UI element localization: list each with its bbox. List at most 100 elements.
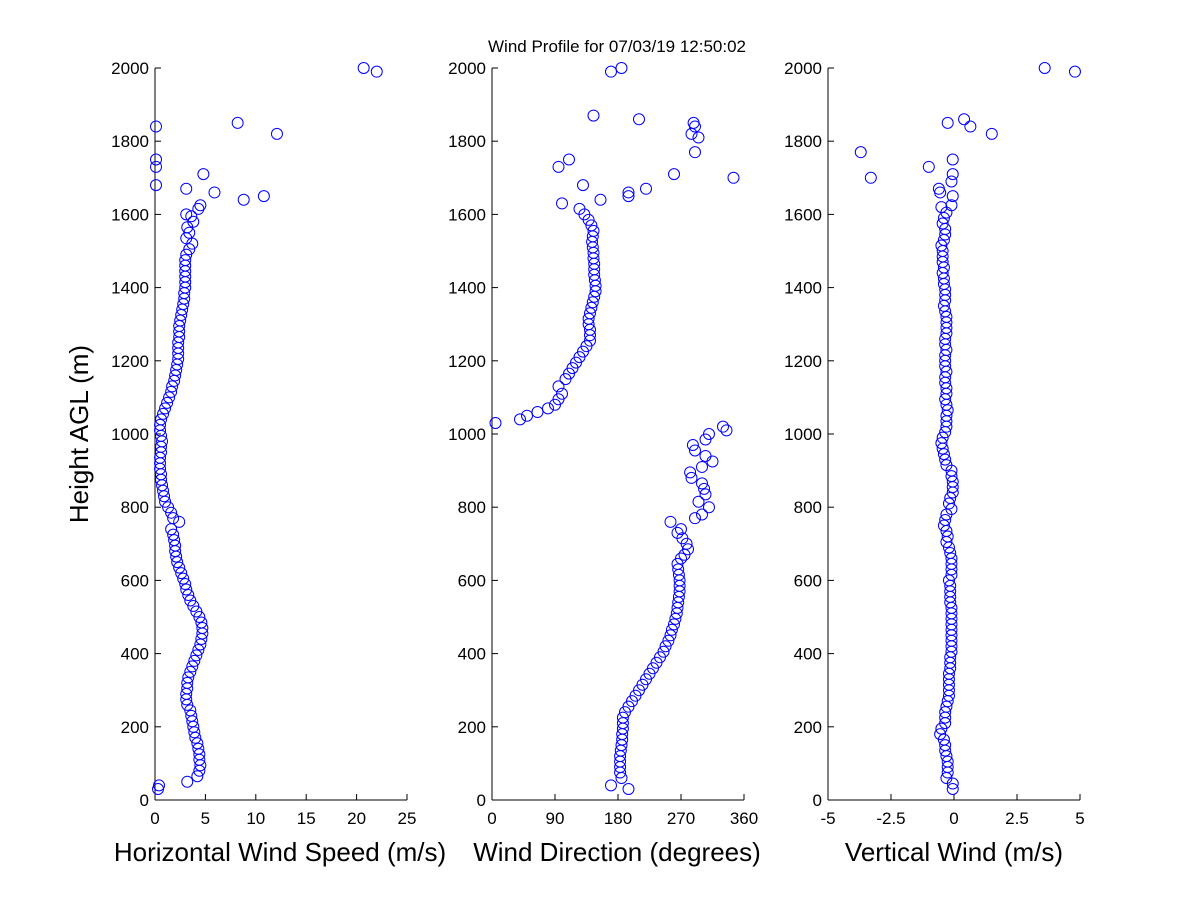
data-point xyxy=(668,168,680,181)
y-tick-label: 1400 xyxy=(784,279,822,298)
data-point xyxy=(622,783,635,796)
data-point xyxy=(180,248,193,261)
data-point xyxy=(587,109,600,122)
data-point xyxy=(941,530,954,543)
data-point xyxy=(231,116,244,129)
data-point xyxy=(157,407,170,420)
data-point xyxy=(940,700,953,713)
x-tick-label: 270 xyxy=(667,809,695,828)
data-point xyxy=(605,65,617,78)
y-tick-label: 1800 xyxy=(111,132,149,151)
data-point xyxy=(542,402,554,415)
data-point xyxy=(577,179,589,192)
data-point xyxy=(689,444,701,457)
data-point xyxy=(605,779,617,792)
y-tick-label: 2000 xyxy=(111,59,149,78)
y-tick-label: 400 xyxy=(458,645,486,664)
data-point xyxy=(940,459,953,472)
data-point xyxy=(936,217,949,230)
data-point xyxy=(664,515,677,528)
data-point xyxy=(687,116,700,129)
data-point xyxy=(150,120,163,133)
x-tick-label: 0 xyxy=(150,809,159,828)
data-point xyxy=(180,208,193,221)
data-point xyxy=(703,428,715,440)
data-point xyxy=(257,190,270,203)
x-tick-label: 360 xyxy=(730,809,758,828)
x-tick-label: 20 xyxy=(347,809,366,828)
data-point xyxy=(941,404,954,417)
data-point xyxy=(622,186,635,199)
data-point xyxy=(184,704,197,717)
data-point xyxy=(153,779,166,792)
data-point xyxy=(934,728,947,741)
data-point xyxy=(370,65,383,78)
data-point xyxy=(945,175,958,188)
y-tick-label: 0 xyxy=(477,791,486,810)
y-tick-label: 400 xyxy=(794,645,822,664)
data-point xyxy=(689,512,701,525)
data-point xyxy=(942,497,955,510)
data-point xyxy=(154,418,167,431)
data-point xyxy=(689,146,701,159)
data-point xyxy=(183,226,196,239)
data-point xyxy=(964,120,977,133)
data-point xyxy=(166,380,179,393)
data-point xyxy=(594,193,607,206)
data-point xyxy=(939,706,952,719)
data-point xyxy=(585,219,598,232)
data-point xyxy=(182,589,195,602)
y-tick-label: 200 xyxy=(121,718,149,737)
data-point xyxy=(184,594,197,607)
x-tick-label: -2.5 xyxy=(876,809,905,828)
y-tick-label: 1800 xyxy=(784,132,822,151)
data-point xyxy=(1068,65,1081,78)
y-tick-label: 1000 xyxy=(111,425,149,444)
y-tick-label: 2000 xyxy=(784,59,822,78)
data-point xyxy=(159,402,172,415)
y-tick-label: 600 xyxy=(794,571,822,590)
data-point xyxy=(556,197,568,210)
y-tick-label: 1200 xyxy=(784,352,822,371)
x-tick-label: -5 xyxy=(820,809,835,828)
y-tick-label: 800 xyxy=(121,498,149,517)
data-point xyxy=(563,153,575,166)
data-point xyxy=(165,506,178,519)
data-point xyxy=(657,645,670,658)
y-tick-label: 400 xyxy=(121,645,149,664)
data-point xyxy=(514,413,526,426)
data-point xyxy=(696,477,708,490)
data-point xyxy=(585,301,598,314)
data-point xyxy=(659,640,672,653)
x-tick-label: 90 xyxy=(546,809,565,828)
y-tick-label: 800 xyxy=(458,498,486,517)
data-point xyxy=(922,160,935,173)
data-point xyxy=(573,202,586,215)
x-tick-label: 2.5 xyxy=(1005,809,1029,828)
data-point xyxy=(531,406,544,419)
data-point xyxy=(958,113,971,126)
data-point xyxy=(587,224,600,237)
data-point xyxy=(944,492,957,505)
data-point xyxy=(190,605,203,618)
x-axis-label: Wind Direction (degrees) xyxy=(473,837,761,867)
data-point xyxy=(675,523,687,536)
panel-vertical-wind: 0 200 400 600 800 1000 1200 1400 1600 1800 2000 -5… xyxy=(784,59,1085,867)
data-point xyxy=(935,239,948,252)
data-point xyxy=(932,182,945,195)
data-point xyxy=(196,621,209,634)
x-ticks: 0 5 10 15 20 25 xyxy=(150,794,416,828)
data-point xyxy=(937,448,950,461)
y-tick-label: 200 xyxy=(458,718,486,737)
data-point xyxy=(180,583,193,596)
y-tick-label: 1200 xyxy=(111,352,149,371)
y-tick-label: 200 xyxy=(794,718,822,737)
data-point xyxy=(185,210,198,223)
data-point xyxy=(696,508,708,521)
data-point xyxy=(665,623,678,636)
data-point xyxy=(945,199,958,212)
data-point xyxy=(237,193,250,206)
y-tick-label: 1600 xyxy=(111,205,149,224)
data-point xyxy=(173,515,186,528)
data-point xyxy=(935,201,948,214)
